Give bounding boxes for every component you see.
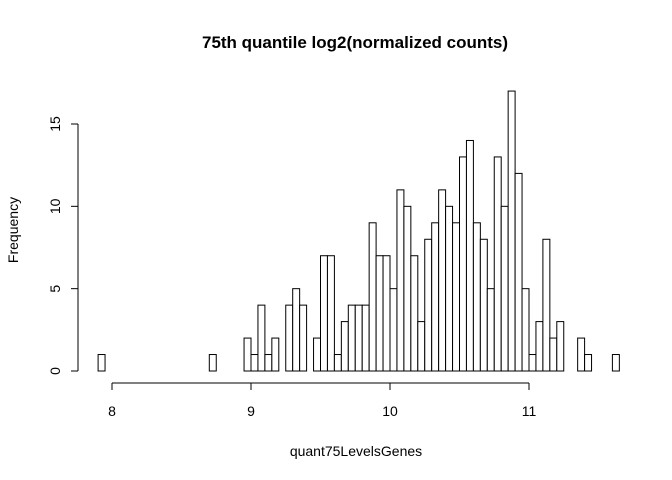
histogram-bar — [389, 288, 398, 372]
histogram-bar — [354, 304, 363, 372]
histogram-bar — [285, 304, 294, 372]
histogram-bar — [257, 304, 266, 372]
histogram-bar — [493, 156, 502, 372]
histogram-bar — [299, 304, 308, 372]
histogram-bar — [514, 172, 523, 372]
histogram-bar — [584, 354, 593, 372]
x-axis: 8 9 10 11 — [108, 382, 537, 419]
histogram-bar — [243, 337, 252, 372]
y-tick-label: 0 — [47, 367, 63, 375]
histogram-bar — [264, 354, 273, 372]
histogram-bar — [361, 304, 370, 372]
histogram-bar — [535, 321, 544, 372]
histogram-bar — [445, 205, 454, 372]
y-tick-label: 10 — [47, 198, 63, 214]
histogram-bar — [424, 238, 433, 372]
y-axis: 0 5 10 15 — [47, 116, 79, 375]
histogram-bar — [368, 222, 377, 372]
histogram-bar — [313, 337, 321, 372]
y-tick-label: 5 — [47, 285, 63, 293]
x-axis-label: quant75LevelsGenes — [290, 443, 422, 459]
x-tick-label: 10 — [382, 403, 398, 419]
histogram-bar — [459, 156, 467, 372]
histogram-bar — [549, 337, 558, 372]
histogram-bar — [320, 255, 328, 372]
bars-group — [97, 90, 620, 372]
histogram-bar — [375, 255, 384, 372]
x-tick-label: 9 — [247, 403, 255, 419]
chart-title: 75th quantile log2(normalized counts) — [202, 33, 508, 52]
histogram-bar — [271, 337, 280, 372]
histogram-bar — [292, 288, 301, 372]
histogram-bar — [500, 205, 509, 372]
y-axis-label: Frequency — [5, 197, 21, 263]
histogram-bar — [396, 189, 405, 372]
histogram-bar — [410, 255, 419, 372]
histogram-bar — [479, 238, 488, 372]
histogram-bar — [452, 222, 460, 372]
histogram-bar — [417, 321, 426, 372]
histogram-bar — [465, 139, 474, 372]
histogram-bar — [250, 354, 259, 372]
histogram-bar — [577, 337, 586, 372]
histogram-bar — [486, 288, 495, 372]
histogram-bar — [611, 354, 620, 372]
histogram-bar — [333, 354, 342, 372]
histogram-bar — [382, 255, 391, 372]
histogram-bar — [542, 238, 551, 372]
histogram-bar — [472, 222, 481, 372]
histogram-bar — [431, 222, 440, 372]
histogram-bar — [556, 321, 565, 372]
histogram-bar — [528, 354, 537, 372]
histogram-bar — [340, 321, 349, 372]
histogram-bar — [326, 255, 335, 372]
histogram-bar — [403, 205, 412, 372]
histogram-bar — [521, 288, 530, 372]
x-tick-label: 8 — [108, 403, 116, 419]
histogram-bar — [97, 354, 106, 372]
x-tick-label: 11 — [522, 403, 537, 419]
histogram-bar — [208, 354, 217, 372]
histogram-bar — [507, 90, 516, 372]
histogram-bar — [347, 304, 356, 372]
y-tick-label: 15 — [47, 116, 63, 132]
histogram-bar — [438, 189, 447, 372]
